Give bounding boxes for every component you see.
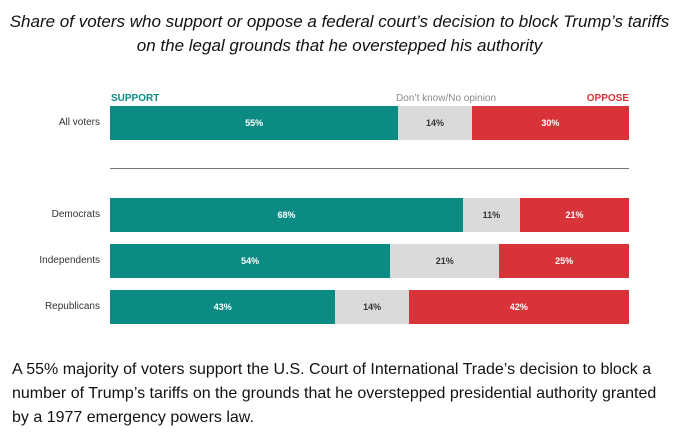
bar-segment-support: 43% [110,290,336,324]
bar-independents: 54% 21% 25% [110,244,629,278]
bar-segment-oppose: 30% [471,106,629,140]
legend-oppose: OPPOSE [586,93,629,104]
bar-segment-support: 54% [110,244,391,278]
caption-text: A 55% majority of voters support the U.S… [12,361,657,426]
group-divider [110,168,629,169]
bar-segment-dont-know: 14% [398,106,472,140]
legend-support: SUPPORT [111,93,160,104]
bar-segment-oppose: 21% [519,198,629,232]
bar-segment-oppose: 42% [408,290,629,324]
row-label-republicans: Republicans [44,301,100,312]
bar-segment-oppose: 25% [499,244,629,278]
bar-segment-support: 55% [110,106,399,140]
bar-all-voters: 55% 14% 30% [110,106,629,140]
row-label-all-voters: All voters [58,117,100,128]
bar-segment-support: 68% [110,198,463,232]
bar-segment-dont-know: 14% [335,290,409,324]
legend-dont-know: Don’t know/No opinion [396,93,497,104]
chart-title: Share of voters who support or oppose a … [9,12,670,55]
row-label-democrats: Democrats [51,209,100,220]
bar-segment-dont-know: 11% [462,198,520,232]
bar-segment-dont-know: 21% [390,244,500,278]
bar-democrats: 68% 11% 21% [110,198,629,232]
bar-republicans: 43% 14% 42% [110,290,629,324]
row-label-independents: Independents [39,255,100,266]
